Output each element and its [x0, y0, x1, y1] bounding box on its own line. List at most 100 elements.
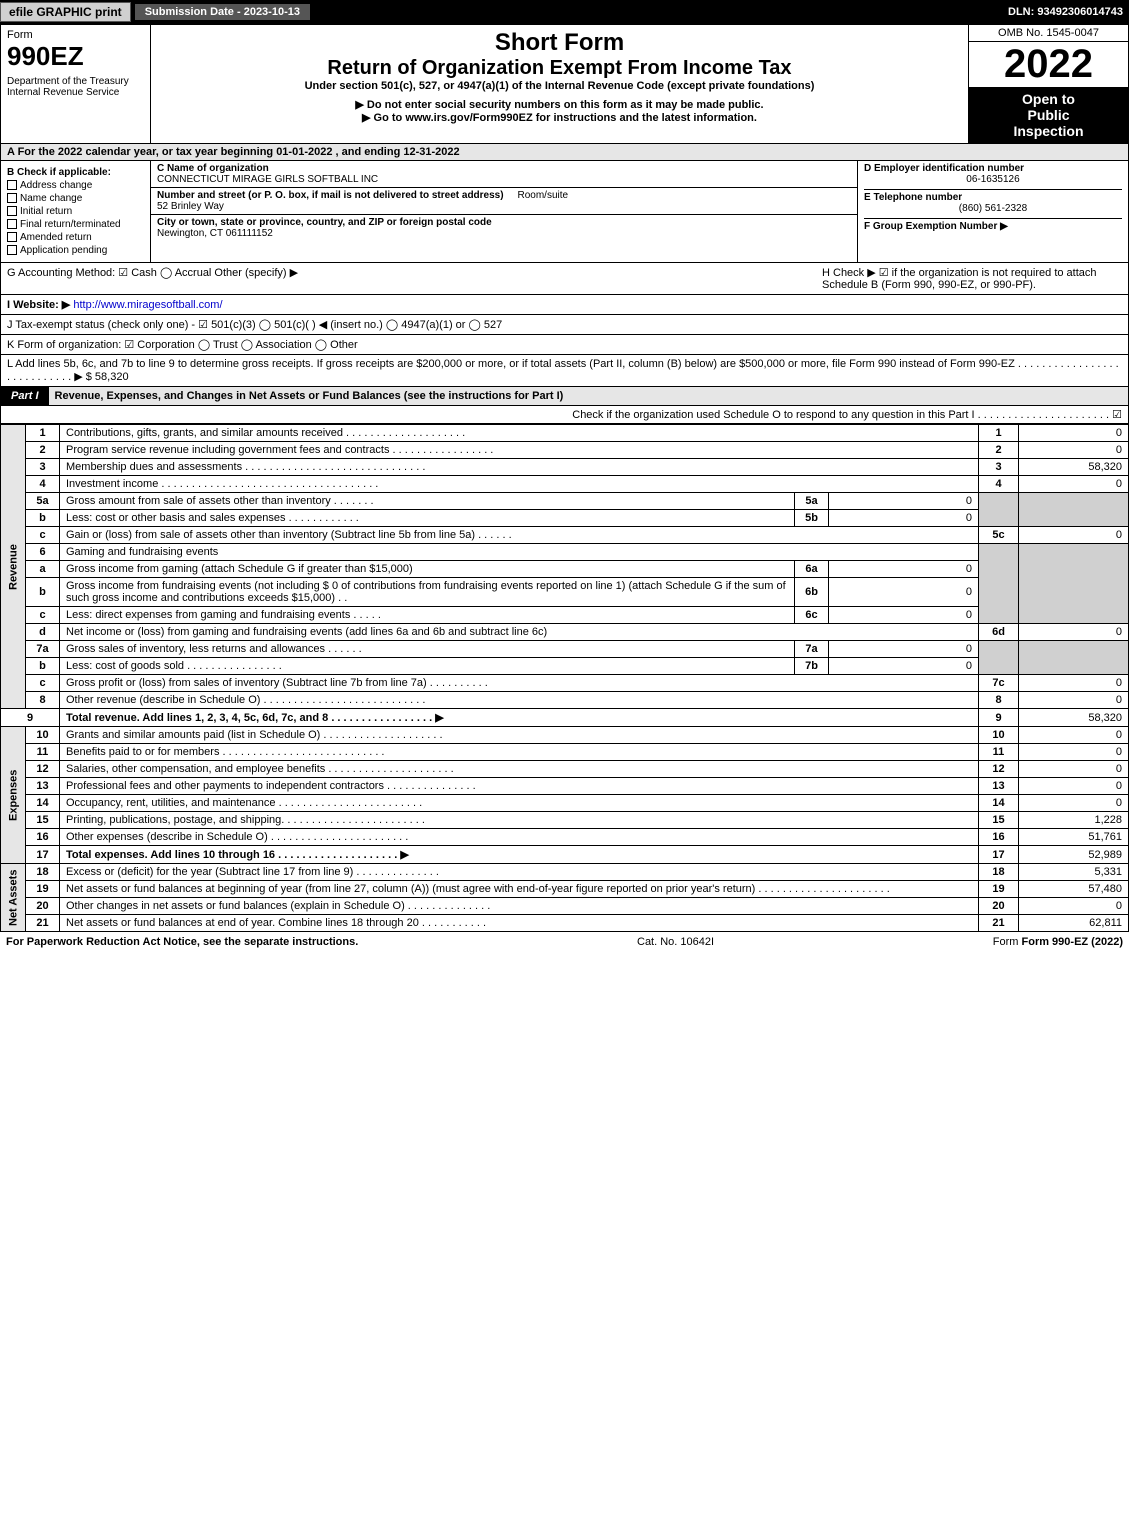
efile-print-button[interactable]: efile GRAPHIC print	[0, 2, 131, 22]
ln-7a-d: Gross sales of inventory, less returns a…	[60, 641, 795, 658]
form-header: Form 990EZ Department of the Treasury In…	[0, 24, 1129, 144]
ln-19-n: 19	[26, 881, 60, 898]
ln-10-num: 10	[979, 727, 1019, 744]
ln-7a-sv: 0	[829, 641, 979, 658]
lbl-app-pending: Application pending	[20, 245, 107, 256]
ln-7c-d: Gross profit or (loss) from sales of inv…	[60, 675, 979, 692]
ln-9-n: 9	[1, 709, 60, 727]
ln-8-d: Other revenue (describe in Schedule O) .…	[60, 692, 979, 709]
checkbox-app-pending[interactable]	[7, 245, 17, 255]
ln-14-n: 14	[26, 795, 60, 812]
lbl-final-return: Final return/terminated	[20, 219, 121, 230]
ln-21-num: 21	[979, 915, 1019, 932]
ln-5b-d: Less: cost or other basis and sales expe…	[60, 510, 795, 527]
ln-5c-n: c	[26, 527, 60, 544]
ln-16-d: Other expenses (describe in Schedule O) …	[60, 829, 979, 846]
ln-7c-n: c	[26, 675, 60, 692]
ln-4-val: 0	[1019, 476, 1129, 493]
ln-1-d: Contributions, gifts, grants, and simila…	[60, 425, 979, 442]
warning-text: ▶ Do not enter social security numbers o…	[155, 98, 964, 111]
ln-6c-sv: 0	[829, 607, 979, 624]
ln-17-d: Total expenses. Add lines 10 through 16 …	[60, 846, 979, 864]
ln-1-n: 1	[26, 425, 60, 442]
part-1-header: Part I Revenue, Expenses, and Changes in…	[0, 387, 1129, 406]
inspect-3: Inspection	[973, 123, 1124, 139]
ln-2-num: 2	[979, 442, 1019, 459]
ln-15-d: Printing, publications, postage, and shi…	[60, 812, 979, 829]
ln-6-d: Gaming and fundraising events	[60, 544, 979, 561]
ln-7a-n: 7a	[26, 641, 60, 658]
goto-text: ▶ Go to www.irs.gov/Form990EZ for instru…	[155, 111, 964, 124]
phone-label: E Telephone number	[864, 189, 1122, 203]
ln-7b-n: b	[26, 658, 60, 675]
ein-value: 06-1635126	[864, 174, 1122, 185]
form-label: Form	[7, 29, 144, 41]
checkbox-initial-return[interactable]	[7, 206, 17, 216]
inspection-badge: Open to Public Inspection	[969, 87, 1128, 143]
ln-5c-d: Gain or (loss) from sale of assets other…	[60, 527, 979, 544]
c-street-label: Number and street (or P. O. box, if mail…	[157, 190, 504, 201]
ln-5a-n: 5a	[26, 493, 60, 510]
ln-2-d: Program service revenue including govern…	[60, 442, 979, 459]
ln-20-num: 20	[979, 898, 1019, 915]
shade-6v	[1019, 544, 1129, 624]
ln-8-val: 0	[1019, 692, 1129, 709]
website-link[interactable]: http://www.miragesoftball.com/	[73, 299, 222, 311]
ln-11-n: 11	[26, 744, 60, 761]
ln-20-val: 0	[1019, 898, 1129, 915]
ln-7b-d: Less: cost of goods sold . . . . . . . .…	[60, 658, 795, 675]
section-c: C Name of organizationCONNECTICUT MIRAGE…	[151, 161, 858, 262]
ln-8-num: 8	[979, 692, 1019, 709]
checkbox-final-return[interactable]	[7, 219, 17, 229]
block-gh: G Accounting Method: ☑ Cash ◯ Accrual Ot…	[0, 263, 1129, 295]
shade-5	[979, 493, 1019, 527]
tax-year: 2022	[969, 42, 1128, 87]
shade-6	[979, 544, 1019, 624]
ln-16-num: 16	[979, 829, 1019, 846]
ln-5b-sv: 0	[829, 510, 979, 527]
group-exemption-label: F Group Exemption Number ▶	[864, 218, 1122, 232]
ln-1-num: 1	[979, 425, 1019, 442]
ln-6c-d: Less: direct expenses from gaming and fu…	[60, 607, 795, 624]
omb-number: OMB No. 1545-0047	[969, 25, 1128, 42]
ln-19-val: 57,480	[1019, 881, 1129, 898]
ln-21-val: 62,811	[1019, 915, 1129, 932]
checkbox-amended-return[interactable]	[7, 232, 17, 242]
ln-13-num: 13	[979, 778, 1019, 795]
ln-18-n: 18	[26, 864, 60, 881]
page-footer: For Paperwork Reduction Act Notice, see …	[0, 932, 1129, 952]
form-number: 990EZ	[7, 41, 144, 72]
shade-7	[979, 641, 1019, 675]
footer-mid: Cat. No. 10642I	[637, 936, 714, 948]
ln-14-val: 0	[1019, 795, 1129, 812]
ln-6b-sn: 6b	[795, 578, 829, 607]
inspect-2: Public	[973, 107, 1124, 123]
checkbox-address-change[interactable]	[7, 180, 17, 190]
ln-4-n: 4	[26, 476, 60, 493]
ln-6-n: 6	[26, 544, 60, 561]
ln-9-val: 58,320	[1019, 709, 1129, 727]
inspect-1: Open to	[973, 91, 1124, 107]
ln-6d-n: d	[26, 624, 60, 641]
ln-16-val: 51,761	[1019, 829, 1129, 846]
ln-11-num: 11	[979, 744, 1019, 761]
section-h: H Check ▶ ☑ if the organization is not r…	[822, 266, 1122, 291]
checkbox-name-change[interactable]	[7, 193, 17, 203]
ln-18-d: Excess or (deficit) for the year (Subtra…	[60, 864, 979, 881]
org-name: CONNECTICUT MIRAGE GIRLS SOFTBALL INC	[157, 174, 378, 185]
top-bar: efile GRAPHIC print Submission Date - 20…	[0, 0, 1129, 24]
ln-6b-sv: 0	[829, 578, 979, 607]
side-revenue: Revenue	[1, 425, 26, 709]
ln-8-n: 8	[26, 692, 60, 709]
section-d-e-f: D Employer identification number 06-1635…	[858, 161, 1128, 262]
ln-6a-n: a	[26, 561, 60, 578]
ln-11-d: Benefits paid to or for members . . . . …	[60, 744, 979, 761]
ln-6a-sn: 6a	[795, 561, 829, 578]
ln-6d-num: 6d	[979, 624, 1019, 641]
c-city-label: City or town, state or province, country…	[157, 217, 492, 228]
ln-5a-sv: 0	[829, 493, 979, 510]
part-1-check: Check if the organization used Schedule …	[0, 406, 1129, 424]
ln-18-val: 5,331	[1019, 864, 1129, 881]
ln-19-num: 19	[979, 881, 1019, 898]
ln-12-d: Salaries, other compensation, and employ…	[60, 761, 979, 778]
